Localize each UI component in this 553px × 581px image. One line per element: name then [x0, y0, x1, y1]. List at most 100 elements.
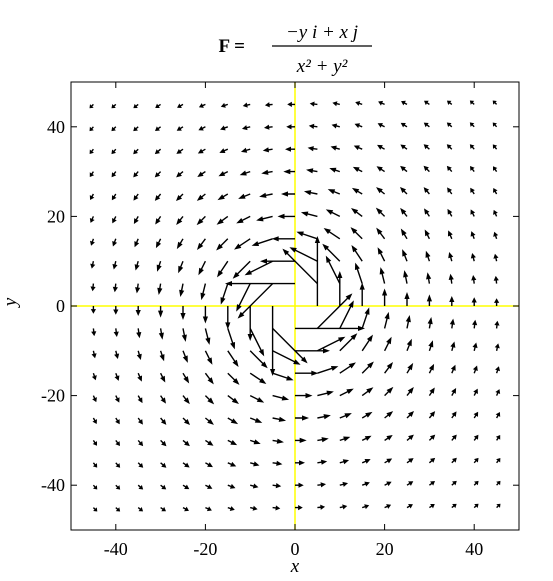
- arrow: [400, 144, 408, 150]
- arrow: [115, 507, 121, 512]
- arrow: [351, 245, 363, 262]
- arrow: [249, 328, 265, 357]
- arrow: [361, 504, 370, 510]
- arrow: [244, 260, 273, 276]
- arrow: [295, 482, 304, 488]
- arrow: [156, 260, 162, 272]
- arrow: [180, 306, 186, 320]
- arrow: [137, 372, 143, 382]
- arrow: [295, 505, 303, 511]
- arrow: [405, 314, 411, 329]
- arrow: [384, 386, 394, 397]
- arrow: [225, 306, 231, 330]
- arrow: [354, 262, 363, 284]
- arrow: [332, 101, 340, 107]
- arrow: [182, 462, 190, 468]
- arrow: [197, 238, 206, 250]
- arrow: [473, 388, 478, 396]
- arrow: [327, 189, 341, 195]
- arrow: [376, 187, 386, 195]
- arrow: [406, 434, 414, 441]
- arrow: [204, 417, 214, 425]
- arrow: [286, 124, 295, 130]
- arrow: [219, 148, 229, 154]
- arrow: [176, 171, 184, 178]
- x-axis-label: x: [290, 556, 300, 577]
- arrow: [137, 462, 144, 468]
- arrow: [428, 481, 435, 486]
- arrow: [429, 504, 435, 509]
- y-tick-label: 0: [56, 296, 65, 316]
- arrow: [400, 207, 408, 217]
- y-tick-label: 40: [47, 117, 65, 137]
- arrow: [447, 208, 453, 217]
- arrow: [406, 411, 414, 419]
- arrow: [272, 483, 282, 489]
- arrow: [361, 361, 374, 374]
- arrow: [220, 102, 229, 108]
- arrow: [470, 166, 475, 173]
- arrow: [137, 439, 144, 447]
- arrow: [473, 503, 479, 509]
- arrow: [227, 439, 238, 446]
- arrow: [91, 328, 97, 337]
- arrow: [330, 145, 340, 151]
- arrow: [494, 320, 500, 329]
- arrow: [339, 300, 354, 329]
- arrow: [339, 413, 352, 419]
- arrow: [423, 165, 430, 173]
- arrow: [492, 100, 498, 105]
- arrow: [351, 187, 363, 195]
- arrow: [135, 283, 141, 294]
- arrow: [469, 100, 475, 105]
- arrow: [406, 481, 414, 486]
- arrow: [249, 372, 267, 384]
- arrow: [160, 484, 167, 490]
- arrow: [154, 171, 162, 178]
- arrow: [134, 238, 140, 248]
- arrow: [450, 341, 456, 351]
- arrow: [227, 461, 237, 467]
- arrow: [90, 306, 96, 314]
- arrow: [446, 100, 453, 105]
- arrow: [426, 272, 432, 284]
- arrow: [471, 297, 477, 306]
- arrow: [155, 126, 162, 131]
- arrow: [89, 148, 94, 155]
- arrow: [470, 187, 475, 195]
- arrow: [176, 238, 184, 250]
- arrow: [251, 238, 273, 247]
- arrow: [227, 506, 235, 511]
- arrow: [448, 251, 454, 262]
- arrow: [423, 122, 430, 128]
- arrow: [205, 439, 214, 446]
- arrow: [495, 389, 501, 396]
- arrow: [382, 288, 388, 306]
- arrow: [216, 238, 229, 251]
- arrow: [263, 124, 273, 130]
- arrow: [428, 363, 435, 374]
- arrow: [115, 417, 120, 425]
- arrow: [133, 193, 139, 201]
- arrow: [237, 283, 274, 319]
- arrow: [469, 144, 475, 150]
- arrow: [384, 504, 392, 509]
- arrow: [331, 123, 340, 129]
- arrow: [384, 435, 393, 441]
- title-numerator: −y i + x j: [286, 22, 358, 43]
- arrow: [428, 387, 435, 396]
- arrow: [351, 208, 363, 217]
- title-lhs: F =: [219, 36, 245, 57]
- arrow: [423, 187, 430, 195]
- arrow: [306, 168, 318, 174]
- x-tick-label: -20: [193, 539, 217, 559]
- arrow: [384, 411, 394, 419]
- arrow: [111, 103, 117, 109]
- arrow: [92, 507, 98, 512]
- arrow: [264, 102, 273, 108]
- arrow: [217, 193, 229, 201]
- arrow: [220, 125, 229, 131]
- arrow: [227, 372, 240, 385]
- arrow: [355, 101, 363, 106]
- arrow: [425, 250, 431, 262]
